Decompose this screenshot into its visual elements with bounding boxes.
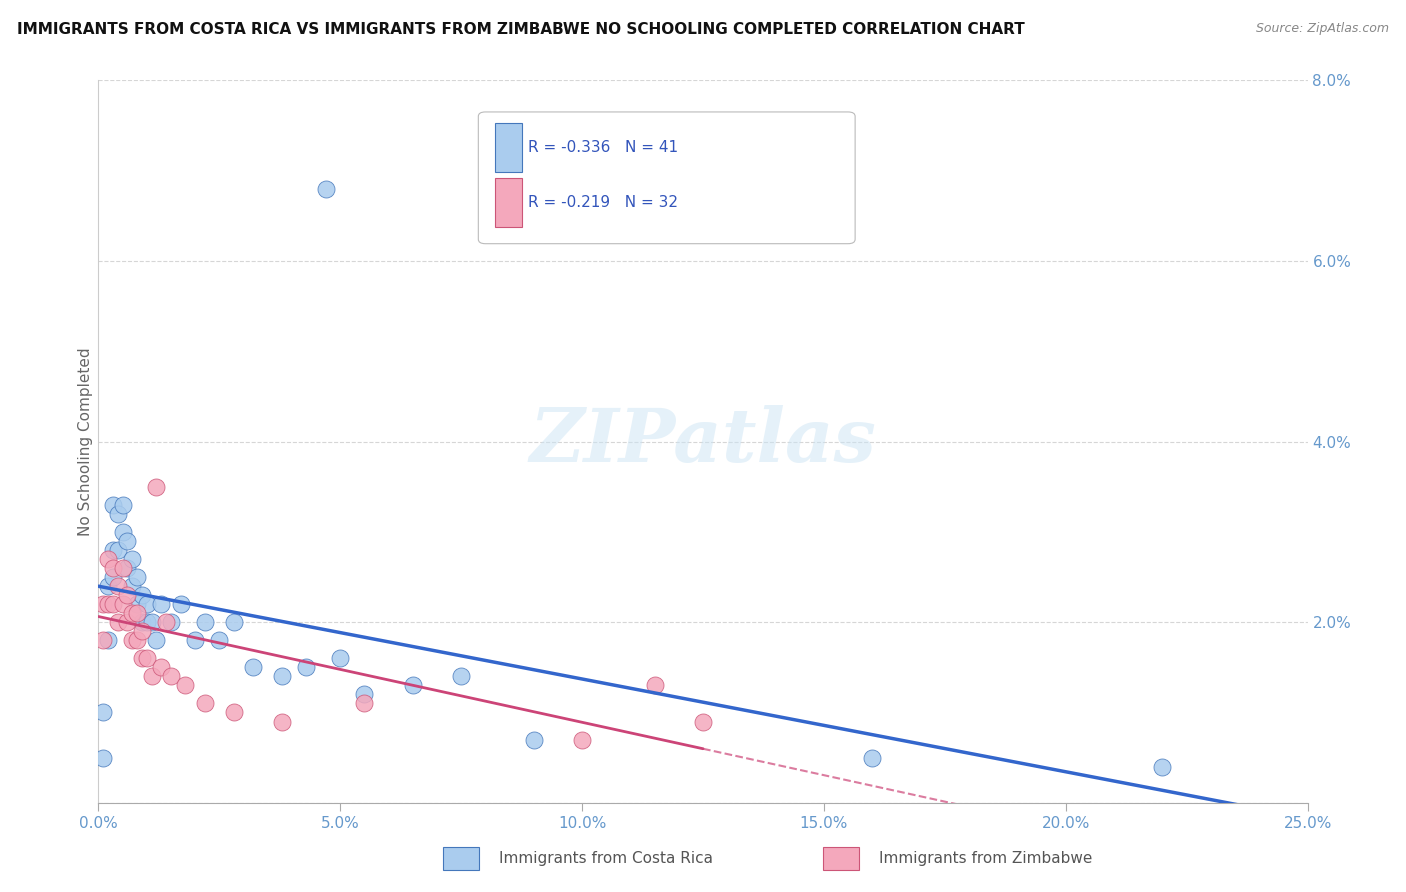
Point xyxy=(91,750,114,764)
Point xyxy=(101,561,124,575)
Point xyxy=(353,697,375,711)
Text: Source: ZipAtlas.com: Source: ZipAtlas.com xyxy=(1256,22,1389,36)
Point xyxy=(127,633,149,648)
Point xyxy=(135,615,157,630)
Point xyxy=(97,552,120,566)
Point xyxy=(523,732,546,747)
Point xyxy=(329,651,352,665)
Point xyxy=(101,498,124,512)
Point xyxy=(117,533,139,548)
Point xyxy=(160,669,183,683)
Text: ZIPatlas: ZIPatlas xyxy=(530,405,876,478)
Point xyxy=(150,660,173,674)
Point xyxy=(194,615,217,630)
Point xyxy=(141,615,163,630)
Point xyxy=(131,624,153,639)
Point xyxy=(208,633,231,648)
Point xyxy=(107,579,129,593)
Text: R = -0.219   N = 32: R = -0.219 N = 32 xyxy=(529,194,679,210)
Point xyxy=(271,714,294,729)
Point xyxy=(91,633,114,648)
Point xyxy=(692,714,714,729)
Point xyxy=(242,660,264,674)
Point xyxy=(271,669,294,683)
Point xyxy=(644,678,666,692)
Point xyxy=(107,542,129,557)
Point xyxy=(101,597,124,611)
Point xyxy=(860,750,883,764)
Point xyxy=(91,706,114,720)
Point xyxy=(169,597,191,611)
Point xyxy=(117,615,139,630)
Point xyxy=(107,507,129,521)
Point xyxy=(101,570,124,584)
Point xyxy=(174,678,197,692)
Text: Immigrants from Zimbabwe: Immigrants from Zimbabwe xyxy=(879,851,1092,865)
Point xyxy=(91,597,114,611)
Point xyxy=(127,597,149,611)
Point xyxy=(97,633,120,648)
Point xyxy=(145,480,167,494)
Point xyxy=(222,615,245,630)
Point xyxy=(111,498,134,512)
Point xyxy=(111,524,134,539)
Point xyxy=(127,606,149,620)
Point xyxy=(107,615,129,630)
Point xyxy=(121,606,143,620)
Point xyxy=(571,732,593,747)
Point xyxy=(155,615,177,630)
Point xyxy=(135,651,157,665)
Point xyxy=(131,615,153,630)
Point xyxy=(295,660,318,674)
Point xyxy=(353,687,375,701)
Point xyxy=(101,542,124,557)
Point xyxy=(117,561,139,575)
Point xyxy=(160,615,183,630)
Point xyxy=(131,651,153,665)
Point xyxy=(121,579,143,593)
Text: Immigrants from Costa Rica: Immigrants from Costa Rica xyxy=(499,851,713,865)
Point xyxy=(111,561,134,575)
Point xyxy=(194,697,217,711)
Point xyxy=(121,552,143,566)
Point xyxy=(131,588,153,602)
Point xyxy=(141,669,163,683)
Point xyxy=(97,579,120,593)
Text: R = -0.336   N = 41: R = -0.336 N = 41 xyxy=(529,140,679,154)
Point xyxy=(145,633,167,648)
Text: IMMIGRANTS FROM COSTA RICA VS IMMIGRANTS FROM ZIMBABWE NO SCHOOLING COMPLETED CO: IMMIGRANTS FROM COSTA RICA VS IMMIGRANTS… xyxy=(17,22,1025,37)
Point xyxy=(127,570,149,584)
Point xyxy=(97,597,120,611)
Point xyxy=(135,597,157,611)
Point xyxy=(184,633,207,648)
Point xyxy=(111,597,134,611)
Point xyxy=(222,706,245,720)
Point xyxy=(402,678,425,692)
Point xyxy=(1152,760,1174,774)
Point xyxy=(150,597,173,611)
Point xyxy=(117,588,139,602)
Y-axis label: No Schooling Completed: No Schooling Completed xyxy=(77,347,93,536)
Point xyxy=(121,633,143,648)
Point xyxy=(450,669,472,683)
Point xyxy=(315,181,337,195)
